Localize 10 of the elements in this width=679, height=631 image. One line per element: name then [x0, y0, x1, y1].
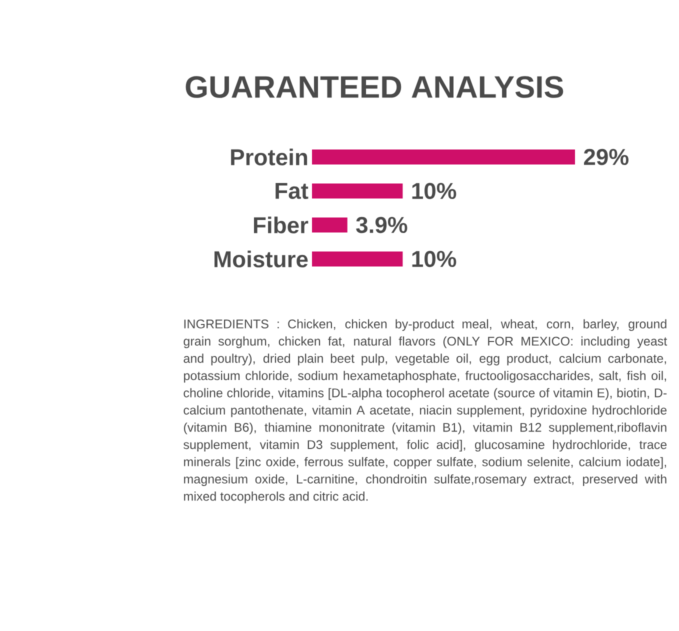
data-label: 29% — [584, 148, 628, 166]
text: INGREDIENTS : Chicken, chicken by-product meal, wheat, corn, barley, ground grain sorghum, chicken fat, natural flavors (ONLY FOR MEXICO: including yeast and poultry), dried plain beet pulp, vegetable oil, egg product, calcium carbonate, potassium chloride, sodium hexametaphosphate, fructooligosaccharides, salt, fish oil, choline chloride, vitamins [DL-alpha tocopherol acetate (source of vitamin E), biotin, D-calcium pantothenate, vitamin A acetate, niacin supplement, pyridoxine hydrochloride (vitamin B6), thiamine mononitrate (vitamin B1), vitamin B12 supplement,riboflavin supplement, vitamin D3 supplement, folic acid], glucosamine hydrochloride, trace minerals [zinc oxide, ferrous sulfate, copper sulfate, sodium selenite, calcium iodate], magnesium oxide, L-carnitine, chondroitin sulfate,rosemary extract, preserved with mixed tocopherols and citric acid. — [184, 319, 668, 504]
data-label: 3.9% — [356, 216, 408, 234]
data-label: 10% — [412, 250, 456, 268]
chart-title: GUARANTEED ANALYSIS — [186, 76, 564, 98]
y-tick-label: Moisture — [214, 250, 308, 268]
y-tick-label: Fat — [276, 183, 308, 199]
y-tick-label: Protein — [231, 148, 308, 166]
data-label: 10% — [412, 182, 456, 200]
y-tick-label: Fiber — [254, 216, 308, 234]
